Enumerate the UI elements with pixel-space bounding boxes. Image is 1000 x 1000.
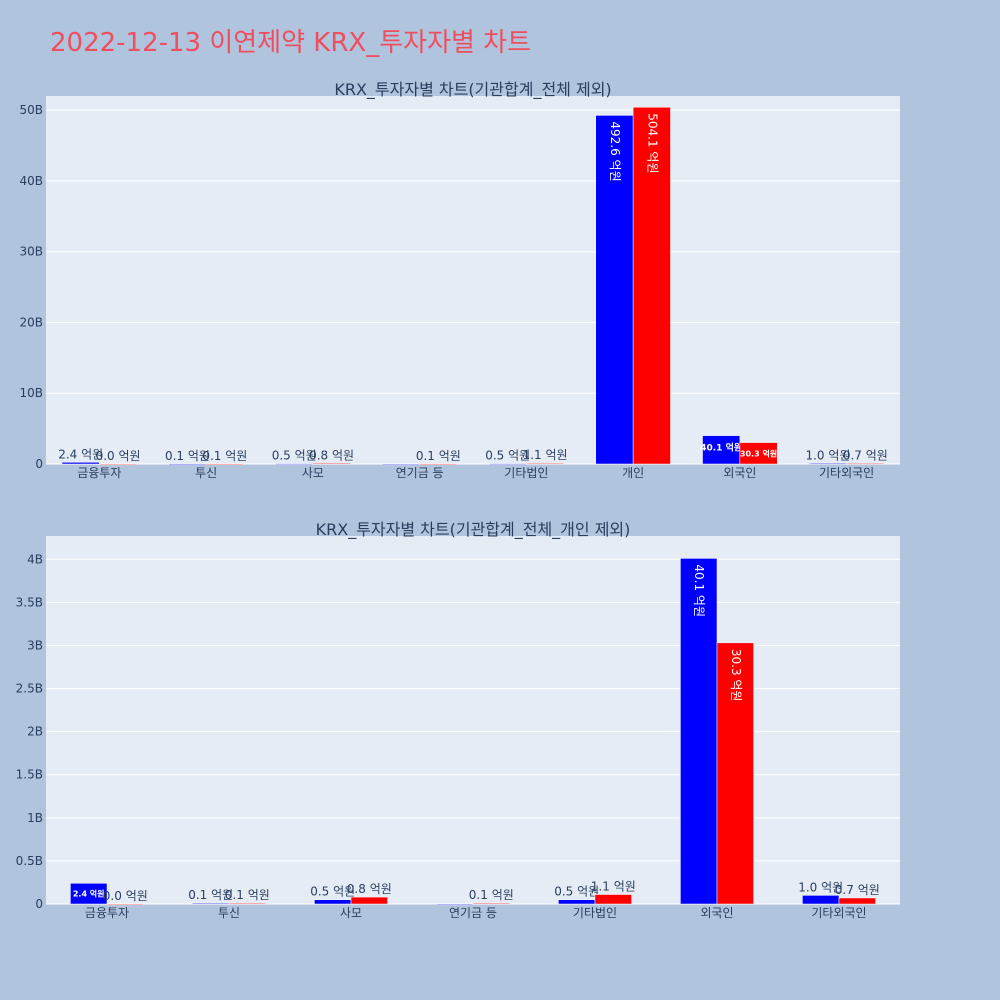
data-label: 504.1 억원 xyxy=(645,113,659,173)
data-label: 0.7 억원 xyxy=(835,883,880,897)
chart-title: KRX_투자자별 차트(기관합계_전체_개인 제외) xyxy=(316,520,631,540)
plot-area xyxy=(46,536,900,904)
y-tick-label: 1B xyxy=(27,811,43,825)
y-tick-label: 0 xyxy=(35,457,43,471)
data-label: 1.0 억원 xyxy=(805,448,850,462)
bar xyxy=(350,896,388,905)
x-tick-label: 기타외국인 xyxy=(819,466,874,480)
data-label: 0.1 억원 xyxy=(416,449,461,463)
bar xyxy=(680,558,718,905)
x-tick-label: 투신 xyxy=(218,906,240,920)
data-label: 2.4 억원 xyxy=(73,889,105,899)
data-label: 0.1 억원 xyxy=(225,888,270,902)
data-label: 0.5 억원 xyxy=(554,885,599,899)
y-tick-label: 40B xyxy=(19,174,43,188)
chart-title: KRX_투자자별 차트(기관합계_전체 제외) xyxy=(334,80,611,100)
bar xyxy=(846,463,885,465)
x-tick-label: 외국인 xyxy=(723,466,756,480)
data-label: 0.8 억원 xyxy=(347,882,392,896)
bar xyxy=(472,902,510,905)
y-tick-label: 20B xyxy=(19,315,43,329)
x-tick-label: 기타법인 xyxy=(504,466,548,480)
x-tick-label: 사모 xyxy=(302,466,324,480)
data-label: 0.8 억원 xyxy=(309,448,354,462)
bar xyxy=(488,463,527,465)
data-label: 30.3 억원 xyxy=(740,448,777,458)
data-label: 0.5 억원 xyxy=(272,449,317,463)
x-tick-label: 금융투자 xyxy=(77,466,121,480)
data-label: 0.5 억원 xyxy=(310,885,355,899)
bar xyxy=(739,442,778,465)
x-tick-label: 개인 xyxy=(622,466,644,480)
y-tick-label: 4B xyxy=(27,552,43,566)
bar xyxy=(419,463,458,465)
bar xyxy=(192,902,230,905)
bar xyxy=(312,463,351,465)
y-tick-label: 1.5B xyxy=(16,768,43,782)
y-tick-label: 30B xyxy=(19,245,43,259)
bar xyxy=(228,902,266,905)
bar xyxy=(99,463,137,466)
bar xyxy=(838,897,876,905)
data-label: 0.7 억원 xyxy=(843,449,888,463)
bar xyxy=(594,894,632,905)
x-tick-label: 기타법인 xyxy=(573,906,617,920)
y-tick-label: 0.5B xyxy=(16,854,43,868)
data-label: 40.1 억원 xyxy=(692,564,706,617)
bar xyxy=(632,107,671,465)
x-tick-label: 투신 xyxy=(195,466,217,480)
x-tick-label: 사모 xyxy=(340,906,362,920)
x-tick-label: 연기금 등 xyxy=(396,466,444,480)
chart-1: 0 10B 20B 30B 40B 50B KRX_투자자별 차트(기관합계_전체 제외) 금… xyxy=(19,80,900,480)
x-tick-label: 연기금 등 xyxy=(449,906,497,920)
x-tick-label: 기타외국인 xyxy=(811,906,866,920)
data-label: 492.6 억원 xyxy=(608,121,622,181)
data-label: 0.1 억원 xyxy=(188,888,233,902)
bar xyxy=(168,463,207,465)
data-label: 0.5 억원 xyxy=(485,449,530,463)
data-label: 0.0 억원 xyxy=(103,889,148,903)
bar xyxy=(436,903,474,906)
bar xyxy=(205,463,244,465)
data-label: 2.4 억원 xyxy=(58,447,103,461)
bar xyxy=(314,899,352,905)
x-tick-label: 외국인 xyxy=(700,906,733,920)
data-label: 30.3 억원 xyxy=(729,649,743,702)
y-tick-label: 2B xyxy=(27,725,43,739)
bar xyxy=(275,463,314,465)
plot-area xyxy=(46,96,900,464)
data-label: 0.0 억원 xyxy=(96,449,141,463)
page-title: 2022-12-13 이연제약 KRX_투자자별 차트 xyxy=(50,28,532,58)
bar xyxy=(61,462,100,465)
bar xyxy=(558,899,596,905)
bar xyxy=(382,463,420,466)
data-label: 0.1 억원 xyxy=(165,449,210,463)
chart-2: 0 0.5B 1B 1.5B 2B 2.5B 3B 3.5B 4B KRX_투자자별 차트(기관합… xyxy=(16,520,900,920)
x-tick-label: 금융투자 xyxy=(85,906,129,920)
bar xyxy=(702,435,741,465)
y-tick-label: 2.5B xyxy=(16,682,43,696)
data-label: 1.1 억원 xyxy=(591,880,636,894)
y-tick-label: 50B xyxy=(19,103,43,117)
bar xyxy=(716,642,754,905)
data-label: 40.1 억원 xyxy=(700,442,742,454)
bar xyxy=(70,883,108,905)
bar xyxy=(595,115,634,465)
bar xyxy=(809,463,847,465)
data-label: 1.0 억원 xyxy=(798,880,843,894)
data-label: 0.1 억원 xyxy=(202,449,247,463)
data-label: 1.1 억원 xyxy=(523,448,568,462)
y-tick-label: 10B xyxy=(19,386,43,400)
y-tick-label: 0 xyxy=(35,897,43,911)
y-tick-label: 3.5B xyxy=(16,595,43,609)
bar xyxy=(106,903,144,906)
y-tick-label: 3B xyxy=(27,638,43,652)
bar xyxy=(802,895,840,905)
data-label: 0.1 억원 xyxy=(469,888,514,902)
bar xyxy=(526,462,564,465)
